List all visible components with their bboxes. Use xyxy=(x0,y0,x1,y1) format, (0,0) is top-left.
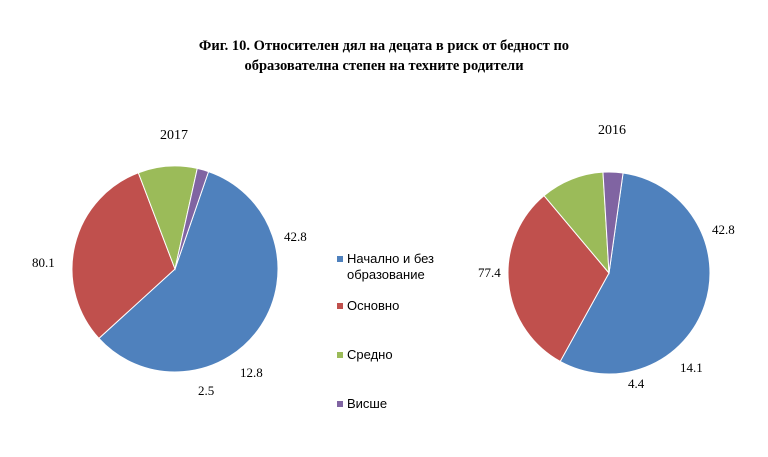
legend-label-secondary: Средно xyxy=(347,347,393,362)
pie-2017-label-primary: 80.1 xyxy=(32,255,55,270)
legend-label-higher: Висше xyxy=(347,396,387,411)
legend-swatch-higher xyxy=(337,401,343,407)
pie-2017-slice-basic xyxy=(71,172,176,340)
legend-swatch-primary xyxy=(337,256,343,262)
pie-2017-label-higher: 2.5 xyxy=(198,383,214,398)
pie-2016-slice-higher xyxy=(602,171,624,274)
pie-2016-label-higher: 4.4 xyxy=(628,376,645,391)
pie-2016-slices xyxy=(507,171,711,375)
pie-2016-label-secondary: 14.1 xyxy=(680,360,703,375)
legend-label-primary-line-1: Начално и без xyxy=(347,251,434,266)
pie-2017-title: 2017 xyxy=(160,128,188,143)
pie-2016-slice-basic xyxy=(507,194,610,363)
chart-title: Фиг. 10. Относителен дял на децата в рис… xyxy=(199,38,569,74)
pie-2016-slice-primary xyxy=(559,172,711,375)
chart-title-line-2: образователна степен на техните родители xyxy=(244,58,523,74)
pie-2017-slice-higher xyxy=(174,167,210,270)
pie-2016: 2016 77.4 42.8 14.1 4.4 xyxy=(478,123,735,391)
pie-2016-label-basic: 42.8 xyxy=(712,222,735,237)
legend: Начално и без образование Основно Средно… xyxy=(337,251,434,411)
chart-title-line-1: Фиг. 10. Относителен дял на децата в рис… xyxy=(199,38,569,54)
pie-2017-slice-primary xyxy=(98,170,279,373)
pie-2017-label-secondary: 12.8 xyxy=(240,365,263,380)
pie-2017: 2017 80.1 42.8 12.8 2.5 xyxy=(32,128,307,398)
legend-label-basic: Основно xyxy=(347,298,399,313)
legend-label-primary-line-2: образование xyxy=(347,267,425,282)
legend-swatch-secondary xyxy=(337,352,343,358)
pie-2017-label-basic: 42.8 xyxy=(284,229,307,244)
pie-2016-title: 2016 xyxy=(598,123,626,138)
pie-2017-slices xyxy=(71,165,279,373)
legend-swatch-basic xyxy=(337,303,343,309)
pie-2016-label-primary: 77.4 xyxy=(478,265,501,280)
